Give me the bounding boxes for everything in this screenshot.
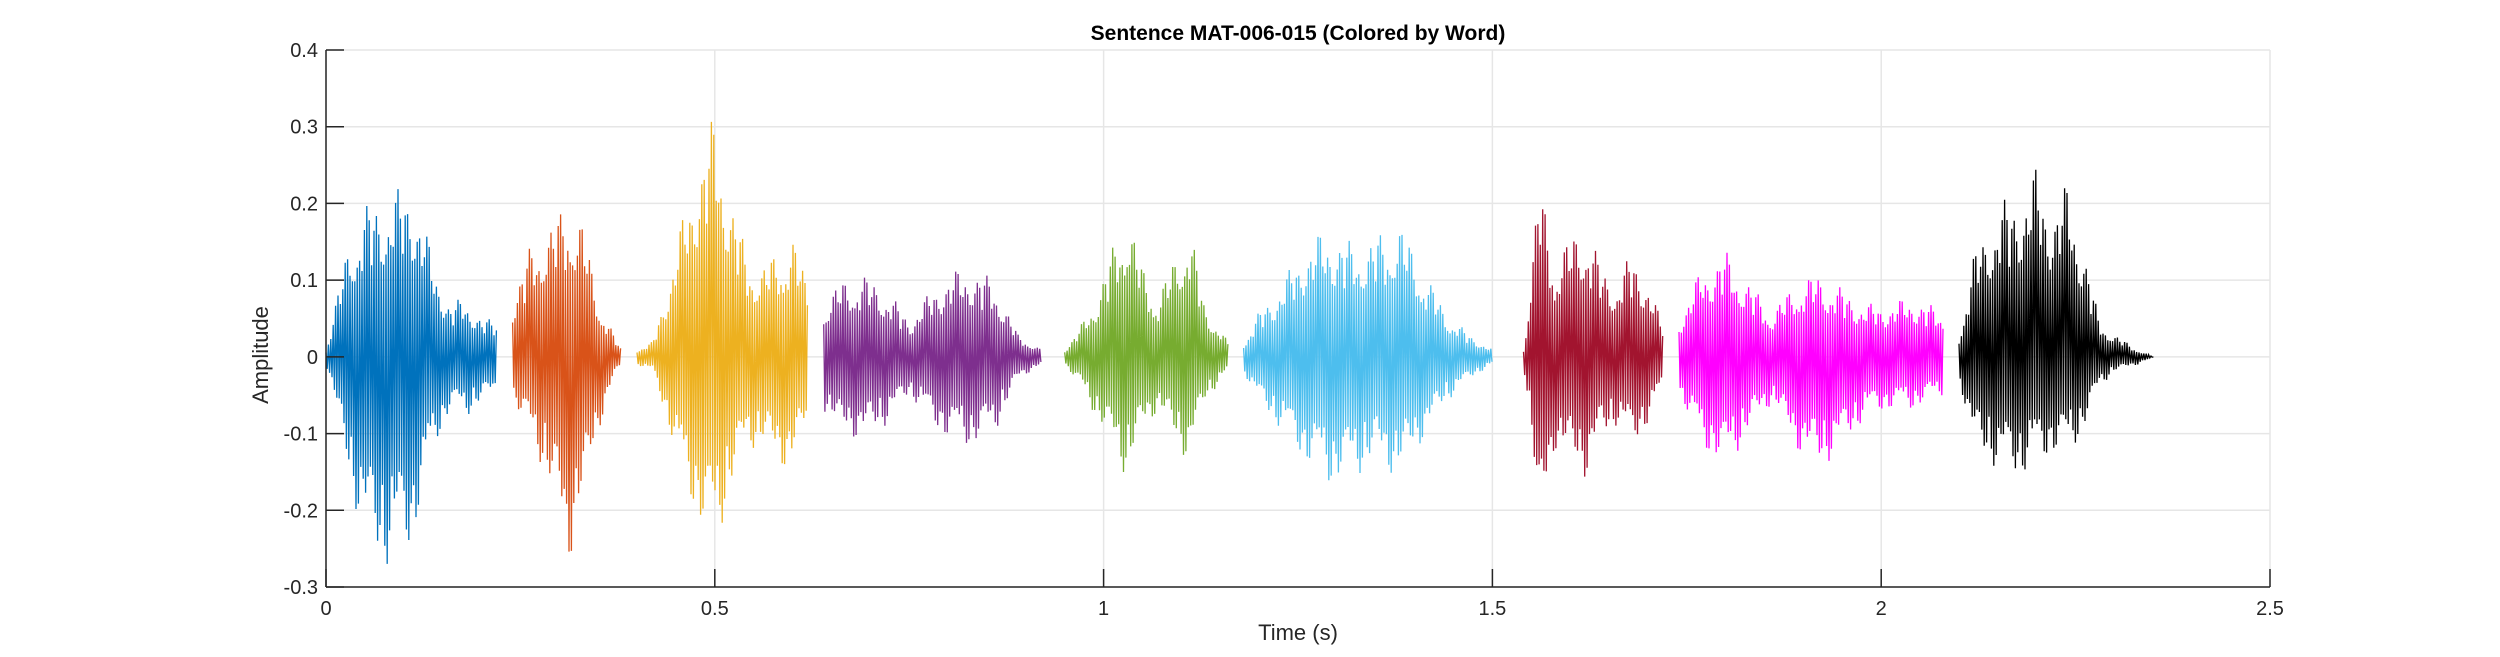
y-tick-label: -0.2	[284, 500, 318, 522]
x-tick-label: 1.5	[1478, 598, 1506, 620]
waveform-series-2	[511, 214, 622, 552]
waveform-series-3	[636, 121, 809, 523]
chart-title: Sentence MAT-006-015 (Colored by Word)	[1091, 22, 1506, 45]
x-tick-label: 2	[1876, 598, 1887, 620]
waveform-series-5	[1064, 242, 1229, 473]
y-axis-label: Amplitude	[248, 306, 273, 404]
y-tick-label: 0	[307, 347, 318, 369]
tick-layer: 0 0.5 1 1.5 2 2.5 -0.3 -0.2 -0.1 0 0.1 0.2 0.3 0.4	[284, 40, 2284, 620]
y-tick-label: -0.3	[284, 577, 318, 599]
axes-layer	[325, 50, 2270, 588]
y-tick-label: -0.1	[284, 424, 318, 446]
waveform-series-4	[823, 271, 1042, 443]
x-tick-label: 2.5	[2256, 598, 2284, 620]
series-layer	[325, 121, 2154, 564]
y-tick-label: 0.1	[290, 270, 318, 292]
waveform-series-8	[1678, 252, 1944, 461]
waveform-series-6	[1242, 234, 1493, 481]
waveform-series-1	[325, 189, 498, 564]
x-tick-label: 0	[320, 598, 331, 620]
x-tick-label: 1	[1098, 598, 1109, 620]
x-axis-label: Time (s)	[1258, 620, 1338, 645]
y-tick-label: 0.2	[290, 193, 318, 215]
waveform-series-7	[1522, 209, 1664, 477]
y-tick-label: 0.3	[290, 117, 318, 139]
waveform-series-9	[1958, 169, 2154, 470]
x-tick-label: 0.5	[701, 598, 729, 620]
y-tick-label: 0.4	[290, 40, 318, 62]
